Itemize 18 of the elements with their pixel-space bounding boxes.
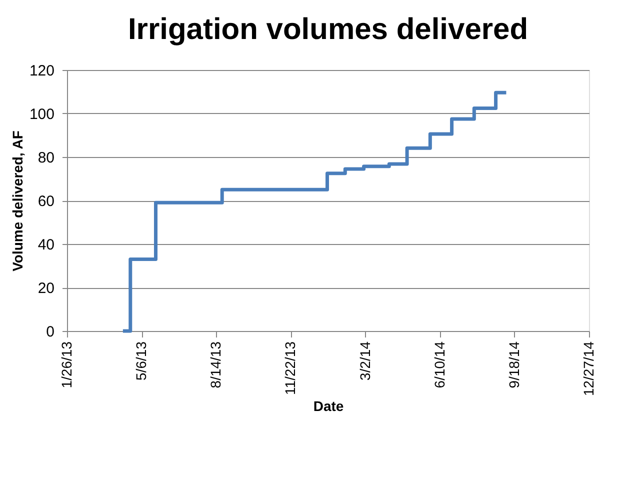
x-tick-label: 1/26/13 — [58, 341, 74, 388]
y-tick-label: 120 — [29, 62, 54, 80]
y-tick-label: 40 — [38, 236, 54, 254]
x-tick-label: 8/14/13 — [208, 341, 224, 388]
x-tick-label: 11/22/13 — [282, 341, 298, 395]
y-tick-label: 60 — [38, 193, 54, 210]
x-tick-label: 3/2/14 — [356, 341, 373, 380]
x-tick-label: 12/27/14 — [580, 341, 596, 396]
x-axis-title: Date — [313, 398, 344, 414]
y-tick-label: 100 — [29, 106, 54, 123]
chart-title: Irrigation volumes delivered — [128, 13, 528, 46]
x-tick-label: 5/6/13 — [133, 341, 150, 380]
y-axis-title: Volume delivered, AF — [9, 130, 26, 272]
y-tick-label: 20 — [38, 280, 54, 297]
y-tick-label: 0 — [46, 324, 54, 340]
x-tick-label: 6/10/14 — [431, 341, 448, 388]
x-tick-label: 9/18/14 — [506, 341, 522, 388]
y-tick-label: 80 — [38, 150, 54, 166]
